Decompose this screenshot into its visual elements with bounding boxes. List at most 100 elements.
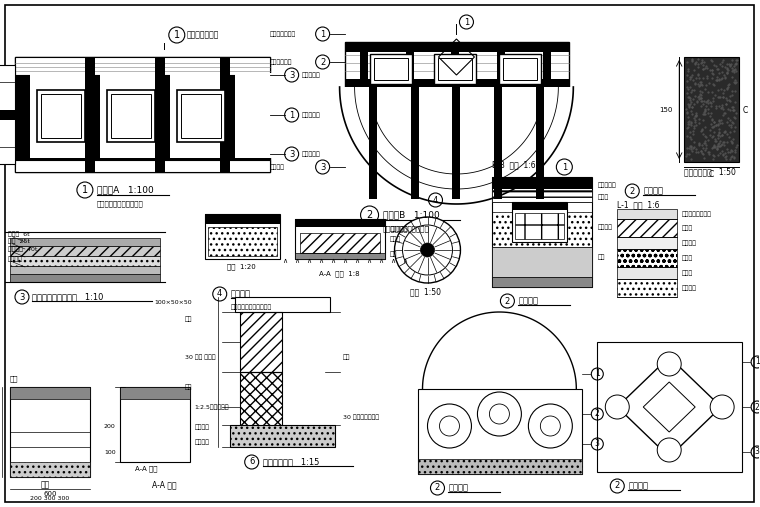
Bar (0, 110, 15, 120)
Point (721, 68, 733, 77)
Point (706, 57, 718, 65)
Point (704, 131, 716, 139)
Text: 1: 1 (464, 18, 469, 26)
Bar (0, 65, 15, 164)
Bar (10, 462, 90, 477)
Circle shape (420, 243, 435, 257)
Point (692, 139, 705, 148)
Point (713, 116, 725, 124)
Point (709, 76, 721, 84)
Bar (10, 387, 90, 399)
Text: 200: 200 (104, 424, 116, 429)
Point (702, 105, 714, 113)
Point (695, 147, 707, 155)
Text: 混净土: 混净土 (682, 255, 693, 261)
Point (689, 113, 701, 121)
Bar (204, 214, 280, 224)
Text: 4: 4 (433, 196, 438, 204)
Point (718, 140, 730, 149)
Point (682, 102, 695, 110)
Point (692, 119, 705, 127)
Text: 2: 2 (595, 410, 600, 418)
Point (711, 144, 723, 153)
Point (724, 116, 736, 124)
Point (718, 110, 730, 118)
Point (718, 86, 730, 94)
Bar (512, 202, 567, 210)
Point (685, 98, 697, 106)
Point (713, 128, 725, 136)
Bar (417, 459, 582, 474)
Text: 2: 2 (366, 210, 372, 220)
Bar (617, 219, 677, 237)
Text: 1: 1 (289, 111, 294, 120)
Point (717, 93, 730, 101)
Point (730, 109, 742, 117)
Point (692, 148, 704, 156)
Bar (155, 57, 165, 172)
Text: ∧: ∧ (318, 258, 323, 264)
Point (692, 60, 704, 68)
Text: 1: 1 (320, 29, 325, 39)
Text: 30 花岗岩铺砖面层: 30 花岗岩铺砖面层 (343, 414, 378, 420)
Point (722, 104, 734, 113)
Point (730, 56, 743, 64)
Bar (369, 87, 376, 199)
Point (702, 79, 714, 87)
Point (727, 67, 739, 76)
Point (685, 121, 697, 129)
Point (716, 102, 728, 111)
Point (698, 139, 711, 148)
Point (716, 131, 728, 139)
Text: ∧: ∧ (390, 258, 395, 264)
Point (693, 74, 705, 82)
Circle shape (439, 416, 460, 436)
Text: 3: 3 (289, 70, 294, 80)
Point (682, 108, 694, 117)
Point (726, 64, 738, 73)
Point (685, 107, 697, 116)
Text: 砂浆  25t: 砂浆 25t (8, 238, 30, 244)
Bar (369, 54, 411, 84)
Text: 花岗岩面板: 花岗岩面板 (302, 151, 321, 157)
Bar (207, 227, 277, 256)
Point (721, 85, 733, 93)
Bar (684, 57, 739, 162)
Point (713, 76, 725, 84)
Point (706, 66, 718, 75)
Point (730, 56, 742, 64)
Bar (239, 372, 282, 427)
Text: 休闲区A   1:100: 休闲区A 1:100 (97, 186, 154, 195)
Point (709, 135, 721, 143)
Bar (495, 87, 502, 199)
Text: A-A 剪面: A-A 剪面 (153, 481, 177, 489)
Point (689, 111, 701, 119)
Text: 2: 2 (320, 57, 325, 66)
Point (682, 131, 694, 139)
Point (686, 103, 698, 111)
Point (728, 78, 740, 86)
Bar (295, 219, 385, 227)
Text: 砂浆层: 砂浆层 (390, 236, 401, 242)
Bar (492, 277, 592, 287)
Point (696, 125, 708, 133)
Text: 1: 1 (755, 357, 759, 367)
Point (713, 142, 725, 151)
Point (698, 58, 711, 66)
Point (720, 155, 732, 163)
Point (718, 63, 730, 71)
Text: 花岗岩面板: 花岗岩面板 (302, 112, 321, 118)
Text: 碎石垫垫  40t: 碎石垫垫 40t (8, 246, 37, 252)
Point (724, 155, 736, 163)
Point (692, 115, 705, 123)
Text: C: C (742, 105, 747, 115)
Point (723, 96, 735, 104)
Point (680, 150, 692, 158)
Point (730, 59, 743, 67)
Bar (299, 233, 379, 253)
Bar (15, 160, 270, 172)
Point (695, 80, 707, 88)
Point (706, 144, 718, 152)
Point (692, 63, 705, 71)
Bar (344, 42, 569, 87)
